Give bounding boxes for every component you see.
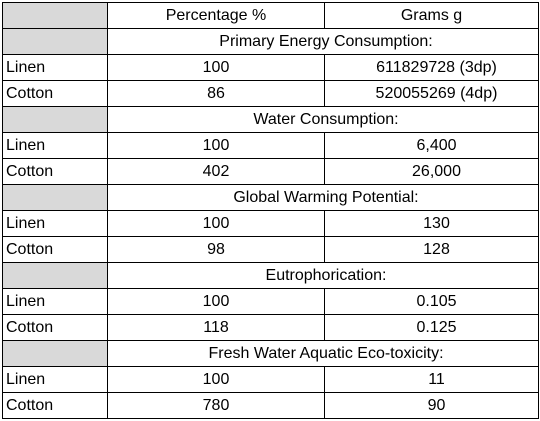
section-title: Primary Energy Consumption: <box>107 28 539 55</box>
percentage-cell: 100 <box>107 288 325 315</box>
grams-column-header: Grams g <box>324 2 539 29</box>
section-title-row: Primary Energy Consumption: <box>2 28 539 55</box>
material-cell: Linen <box>2 132 108 159</box>
material-cell: Cotton <box>2 392 108 419</box>
grams-cell: 0.105 <box>324 288 539 315</box>
grams-cell: 90 <box>324 392 539 419</box>
percentage-cell: 118 <box>107 314 325 341</box>
section-title: Global Warming Potential: <box>107 184 539 211</box>
percentage-cell: 780 <box>107 392 325 419</box>
material-cell: Cotton <box>2 314 108 341</box>
section-title-blank-cell <box>2 28 108 55</box>
material-cell: Cotton <box>2 236 108 263</box>
table-row: Linen 100 11 <box>2 366 539 393</box>
section-title-blank-cell <box>2 340 108 367</box>
percentage-cell: 100 <box>107 54 325 81</box>
section-title-row: Eutrophorication: <box>2 262 539 289</box>
grams-cell: 11 <box>324 366 539 393</box>
percentage-cell: 100 <box>107 210 325 237</box>
table-row: Cotton 86 520055269 (4dp) <box>2 80 539 107</box>
grams-cell: 128 <box>324 236 539 263</box>
grams-cell: 0.125 <box>324 314 539 341</box>
grams-cell: 6,400 <box>324 132 539 159</box>
table-row: Linen 100 0.105 <box>2 288 539 315</box>
material-cell: Linen <box>2 366 108 393</box>
section-title-row: Water Consumption: <box>2 106 539 133</box>
table-row: Cotton 780 90 <box>2 392 539 419</box>
material-cell: Cotton <box>2 158 108 185</box>
table-row: Cotton 118 0.125 <box>2 314 539 341</box>
grams-cell: 611829728 (3dp) <box>324 54 539 81</box>
material-cell: Linen <box>2 288 108 315</box>
percentage-cell: 100 <box>107 366 325 393</box>
section-title-row: Fresh Water Aquatic Eco-toxicity: <box>2 340 539 367</box>
percentage-cell: 100 <box>107 132 325 159</box>
header-row: Percentage % Grams g <box>2 2 539 29</box>
percentage-cell: 86 <box>107 80 325 107</box>
section-title: Eutrophorication: <box>107 262 539 289</box>
section-title-blank-cell <box>2 184 108 211</box>
material-cell: Linen <box>2 54 108 81</box>
grams-cell: 26,000 <box>324 158 539 185</box>
percentage-cell: 402 <box>107 158 325 185</box>
percentage-column-header: Percentage % <box>107 2 325 29</box>
grams-cell: 520055269 (4dp) <box>324 80 539 107</box>
table-row: Linen 100 130 <box>2 210 539 237</box>
material-cell: Linen <box>2 210 108 237</box>
table-row: Cotton 98 128 <box>2 236 539 263</box>
percentage-cell: 98 <box>107 236 325 263</box>
grams-cell: 130 <box>324 210 539 237</box>
section-title-row: Global Warming Potential: <box>2 184 539 211</box>
material-cell: Cotton <box>2 80 108 107</box>
section-title-blank-cell <box>2 106 108 133</box>
section-title: Fresh Water Aquatic Eco-toxicity: <box>107 340 539 367</box>
section-title: Water Consumption: <box>107 106 539 133</box>
section-title-blank-cell <box>2 262 108 289</box>
table-row: Cotton 402 26,000 <box>2 158 539 185</box>
table-row: Linen 100 6,400 <box>2 132 539 159</box>
corner-cell <box>2 2 108 29</box>
table-row: Linen 100 611829728 (3dp) <box>2 54 539 81</box>
